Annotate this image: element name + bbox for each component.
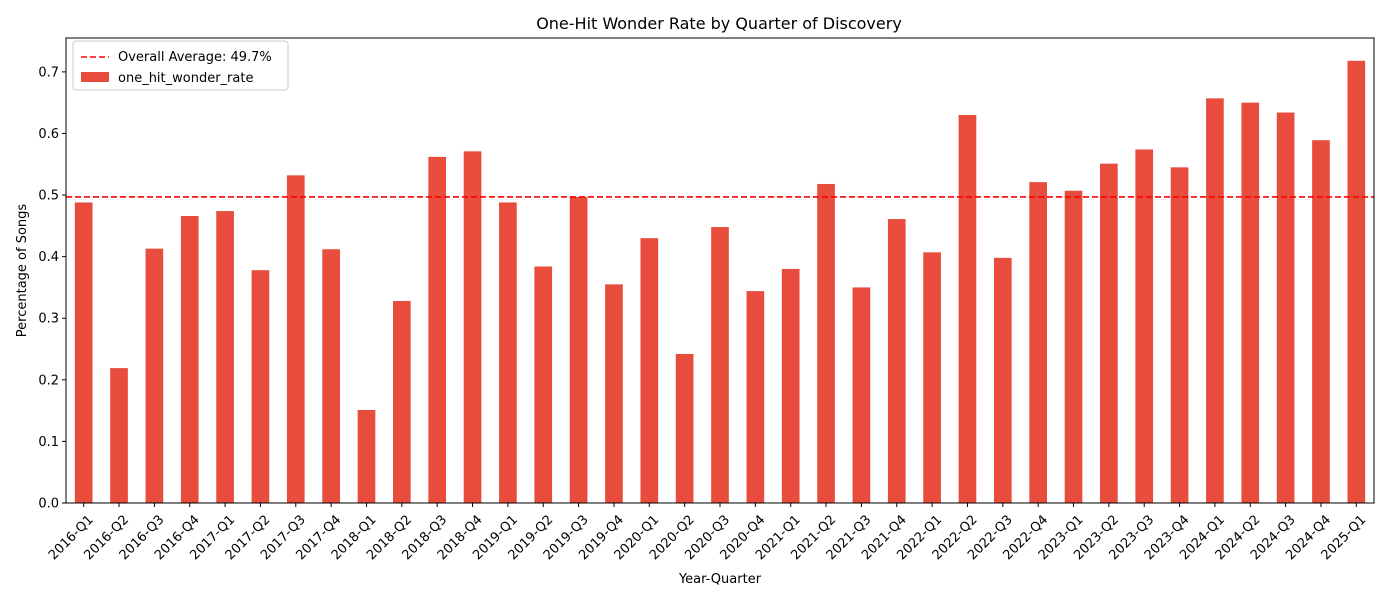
bar-2017-Q2 bbox=[251, 270, 270, 503]
bar-2019-Q4 bbox=[605, 284, 623, 503]
bar-2022-Q3 bbox=[993, 257, 1012, 503]
bar-2024-Q2 bbox=[1241, 102, 1260, 503]
bar-2019-Q3 bbox=[569, 196, 588, 503]
y-tick-label: 0.7 bbox=[38, 65, 59, 80]
y-tick-label: 0.4 bbox=[38, 250, 59, 265]
bar-2017-Q3 bbox=[286, 175, 305, 504]
y-axis: 0.0 0.1 0.2 0.3 0.4 0.5 0.6 0.7 bbox=[38, 65, 66, 512]
bar-2025-Q1 bbox=[1347, 60, 1366, 503]
bar-2024-Q1 bbox=[1206, 98, 1224, 504]
bar-2022-Q4 bbox=[1029, 182, 1047, 503]
bar-2023-Q1 bbox=[1064, 190, 1083, 504]
y-tick-label: 0.5 bbox=[38, 189, 59, 204]
bar-2020-Q4 bbox=[746, 291, 765, 503]
bar-2021-Q4 bbox=[887, 219, 906, 503]
bar-2021-Q2 bbox=[817, 183, 835, 503]
bar-2018-Q2 bbox=[393, 300, 411, 503]
bar-2019-Q2 bbox=[534, 266, 553, 503]
bar-2023-Q3 bbox=[1135, 149, 1154, 504]
legend-box bbox=[72, 40, 289, 91]
legend: Overall Average: 49.7% one_hit_wonder_ra… bbox=[72, 40, 289, 91]
bar-2016-Q1 bbox=[74, 202, 93, 503]
bar-2020-Q2 bbox=[675, 353, 694, 503]
bar-2024-Q4 bbox=[1312, 140, 1330, 503]
y-axis-title: Percentage of Songs bbox=[15, 204, 30, 338]
bar-2016-Q2 bbox=[110, 368, 128, 503]
bar-2017-Q1 bbox=[216, 211, 234, 503]
legend-label-average: Overall Average: 49.7% bbox=[118, 50, 272, 65]
y-tick-label: 0.6 bbox=[38, 127, 59, 142]
bar-2020-Q1 bbox=[640, 238, 659, 503]
bar-2022-Q2 bbox=[958, 114, 977, 503]
bar-2020-Q3 bbox=[711, 227, 729, 503]
x-axis-title: Year-Quarter bbox=[678, 572, 762, 587]
bar-2016-Q3 bbox=[145, 248, 164, 503]
bar-2018-Q3 bbox=[428, 156, 447, 503]
legend-label-bars: one_hit_wonder_rate bbox=[118, 71, 253, 86]
y-tick-label: 0.2 bbox=[38, 373, 59, 388]
bar-2018-Q4 bbox=[463, 151, 482, 503]
bar-2021-Q1 bbox=[781, 268, 800, 503]
y-tick-label: 0.1 bbox=[38, 435, 59, 450]
bar-2018-Q1 bbox=[357, 410, 376, 503]
y-tick-label: 0.0 bbox=[38, 497, 59, 512]
bar-2023-Q2 bbox=[1100, 163, 1118, 503]
bar-2022-Q1 bbox=[923, 252, 941, 503]
bars-group bbox=[74, 60, 1366, 504]
bar-2023-Q4 bbox=[1170, 167, 1189, 503]
bar-2016-Q4 bbox=[180, 215, 199, 503]
x-axis: 2016-Q12016-Q22016-Q32016-Q42017-Q12017-… bbox=[46, 503, 1369, 563]
bar-2019-Q1 bbox=[499, 202, 517, 503]
chart-title: One-Hit Wonder Rate by Quarter of Discov… bbox=[536, 14, 902, 33]
legend-swatch-bars bbox=[81, 72, 109, 82]
y-tick-label: 0.3 bbox=[38, 312, 59, 327]
bar-2021-Q3 bbox=[852, 287, 871, 503]
plot-area: 0.0 0.1 0.2 0.3 0.4 0.5 0.6 0.7 2016-Q12016-Q22… bbox=[38, 37, 1375, 563]
bar-2024-Q3 bbox=[1276, 112, 1295, 503]
bar-2017-Q4 bbox=[322, 249, 340, 503]
